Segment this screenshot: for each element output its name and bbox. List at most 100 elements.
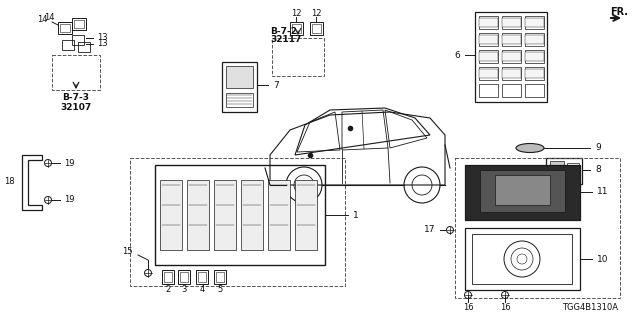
Bar: [268, 180, 290, 250]
Text: 2: 2: [165, 285, 171, 294]
Bar: [196, 270, 208, 284]
Bar: [502, 84, 521, 97]
Bar: [502, 35, 521, 44]
Bar: [475, 12, 547, 102]
Bar: [465, 228, 580, 290]
Bar: [472, 234, 572, 284]
Text: 6: 6: [454, 51, 460, 60]
Bar: [480, 170, 565, 212]
Bar: [72, 35, 84, 45]
Text: 13: 13: [97, 34, 108, 43]
Bar: [180, 272, 188, 282]
Text: 1: 1: [353, 211, 359, 220]
Text: 8: 8: [595, 165, 601, 174]
Text: 16: 16: [463, 303, 474, 313]
Bar: [214, 180, 236, 250]
Bar: [465, 165, 580, 220]
Bar: [567, 163, 579, 175]
Bar: [525, 84, 544, 97]
Bar: [312, 24, 321, 33]
Bar: [525, 50, 544, 63]
Bar: [292, 24, 301, 33]
Bar: [502, 18, 521, 27]
Bar: [164, 272, 172, 282]
Text: 11: 11: [597, 188, 609, 196]
Text: FR.: FR.: [610, 7, 628, 17]
Text: 14: 14: [45, 13, 55, 22]
Bar: [525, 18, 544, 27]
Text: 19: 19: [64, 196, 74, 204]
Bar: [160, 180, 182, 250]
Bar: [525, 69, 544, 78]
Bar: [525, 33, 544, 46]
Text: 4: 4: [200, 285, 205, 294]
Text: 9: 9: [595, 143, 601, 153]
Bar: [546, 158, 582, 184]
Text: 14: 14: [38, 15, 48, 25]
Ellipse shape: [516, 143, 544, 153]
Bar: [479, 18, 498, 27]
Bar: [78, 42, 90, 52]
Bar: [502, 67, 521, 80]
Bar: [310, 22, 323, 35]
Bar: [525, 16, 544, 29]
Bar: [60, 24, 70, 32]
Text: 16: 16: [500, 303, 510, 313]
Bar: [162, 270, 174, 284]
Text: 10: 10: [597, 254, 609, 263]
Bar: [479, 35, 498, 44]
Text: 19: 19: [64, 158, 74, 167]
Text: 32117: 32117: [270, 36, 301, 44]
Bar: [495, 175, 550, 205]
Text: 5: 5: [218, 285, 223, 294]
Bar: [130, 158, 345, 286]
Bar: [502, 52, 521, 61]
Bar: [550, 161, 564, 181]
Bar: [62, 40, 74, 50]
Text: 7: 7: [273, 81, 279, 90]
Text: 12: 12: [291, 9, 301, 18]
Text: B-7-3: B-7-3: [63, 93, 90, 102]
Bar: [525, 52, 544, 61]
Text: 13: 13: [97, 39, 108, 49]
Bar: [178, 270, 190, 284]
Bar: [295, 180, 317, 250]
Bar: [52, 55, 100, 90]
Bar: [479, 52, 498, 61]
Bar: [479, 67, 498, 80]
Bar: [187, 180, 209, 250]
Bar: [72, 18, 86, 30]
Bar: [455, 158, 620, 298]
Text: 17: 17: [424, 226, 435, 235]
Bar: [74, 20, 84, 28]
Bar: [479, 69, 498, 78]
Bar: [525, 67, 544, 80]
Bar: [155, 165, 325, 265]
Text: 32107: 32107: [60, 102, 92, 111]
Bar: [226, 93, 253, 107]
Text: 18: 18: [4, 178, 15, 187]
Bar: [502, 50, 521, 63]
Text: B-7-2: B-7-2: [270, 28, 297, 36]
Bar: [479, 16, 498, 29]
Bar: [272, 38, 324, 76]
Bar: [198, 272, 206, 282]
Bar: [290, 22, 303, 35]
Bar: [222, 62, 257, 112]
Bar: [214, 270, 226, 284]
Text: TGG4B1310A: TGG4B1310A: [562, 303, 618, 313]
Bar: [525, 35, 544, 44]
Bar: [502, 33, 521, 46]
Text: 12: 12: [311, 9, 321, 18]
Bar: [216, 272, 224, 282]
Bar: [479, 50, 498, 63]
Bar: [502, 69, 521, 78]
Text: 3: 3: [181, 285, 187, 294]
Bar: [58, 22, 72, 34]
Bar: [502, 16, 521, 29]
Text: 15: 15: [122, 247, 133, 257]
Bar: [241, 180, 263, 250]
Bar: [479, 84, 498, 97]
Bar: [226, 66, 253, 88]
Bar: [479, 33, 498, 46]
